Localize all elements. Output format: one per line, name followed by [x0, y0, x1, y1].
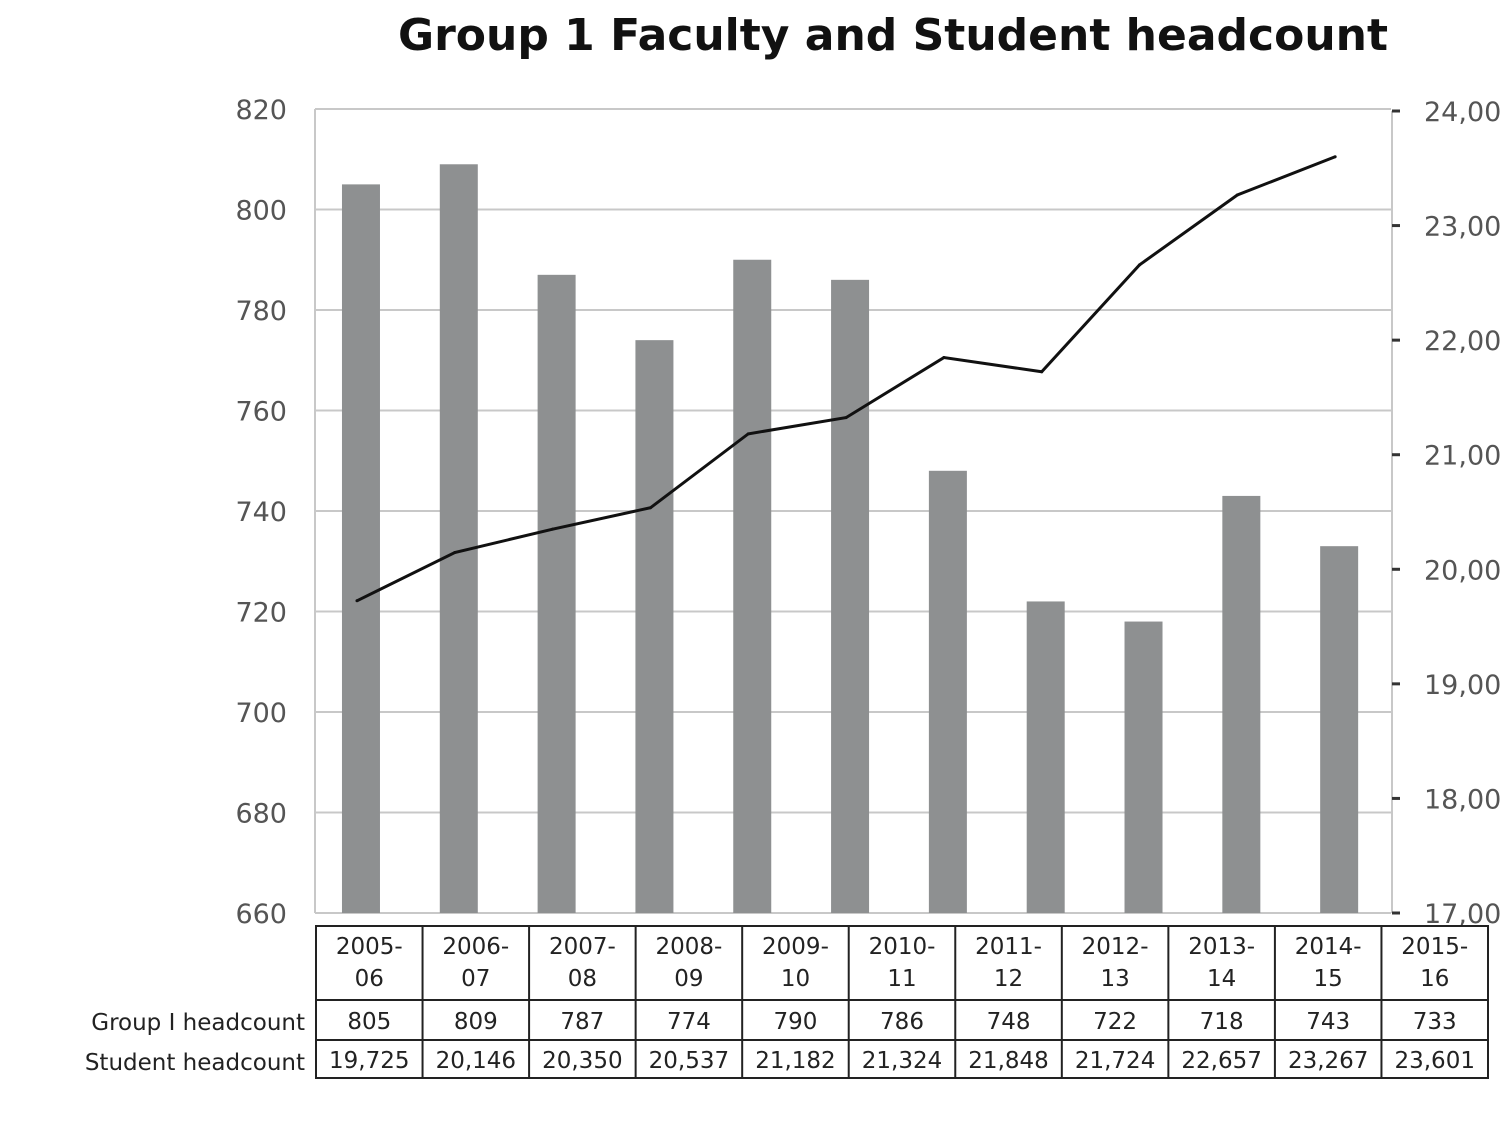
left-axis-tick-label: 720: [235, 598, 287, 629]
data-table-border: [315, 925, 1489, 1079]
table-cell-student-headcount: 20,350: [542, 1048, 622, 1074]
table-cell-student-headcount: 23,601: [1394, 1048, 1474, 1074]
table-cell-group-headcount: 722: [1093, 1009, 1137, 1035]
table-header-category: 12: [994, 966, 1023, 992]
table-header-category: 2015-: [1401, 934, 1468, 960]
line-point-2010-11: [844, 416, 848, 420]
table-header-category: 2010-: [869, 934, 936, 960]
table-header-category: 2006-: [442, 934, 509, 960]
table-header-category: 11: [887, 966, 916, 992]
table-cell-group-headcount: 718: [1200, 1009, 1244, 1035]
table-row-label-student-headcount: Student headcount: [85, 1050, 305, 1076]
table-cell-group-headcount: 809: [454, 1009, 498, 1035]
table-header-category: 2007-: [549, 934, 616, 960]
right-axis-tick-label: 17,000: [1424, 899, 1500, 930]
line-point-2009-10: [746, 432, 750, 436]
bar-2009-10: [733, 259, 772, 913]
table-header-category: 16: [1420, 966, 1449, 992]
right-axis-tick-label: 18,000: [1424, 784, 1500, 815]
table-cell-group-headcount: 748: [987, 1009, 1031, 1035]
left-axis-tick-label: 780: [235, 296, 287, 327]
line-point-2007-08: [551, 527, 555, 531]
left-axis-tick-label: 680: [235, 799, 287, 830]
line-point-2013-14: [1138, 263, 1142, 267]
bar-2013-14: [1124, 621, 1163, 913]
table-cell-group-headcount: 774: [667, 1009, 711, 1035]
line-point-2008-09: [648, 506, 652, 510]
bar-2015-16: [1320, 546, 1359, 913]
left-axis-tick-label: 740: [235, 497, 287, 528]
table-header-category: 08: [568, 966, 597, 992]
bar-2006-07: [439, 164, 478, 913]
line-point-2011-12: [942, 356, 946, 360]
table-cell-group-headcount: 733: [1413, 1009, 1457, 1035]
bar-2005-06: [341, 184, 380, 913]
right-axis-tick-label: 23,000: [1424, 212, 1500, 243]
right-axis-tick-label: 22,000: [1424, 326, 1500, 357]
table-header-category: 15: [1314, 966, 1343, 992]
table-header-category: 14: [1207, 966, 1236, 992]
right-axis-tick-label: 21,000: [1424, 441, 1500, 472]
right-axis-tick-label: 19,000: [1424, 670, 1500, 701]
right-axis-tick-label: 24,000: [1424, 97, 1500, 128]
table-row-label-group-headcount: Group I headcount: [91, 1010, 305, 1036]
table-header-category: 06: [355, 966, 384, 992]
table-header-category: 2014-: [1295, 934, 1362, 960]
table-header-category: 10: [781, 966, 810, 992]
table-cell-student-headcount: 20,146: [436, 1048, 516, 1074]
bar-2011-12: [928, 470, 967, 913]
table-cell-student-headcount: 20,537: [649, 1048, 729, 1074]
table-header-category: 09: [674, 966, 703, 992]
table-header-category: 2013-: [1188, 934, 1255, 960]
table-header-category: 13: [1100, 966, 1129, 992]
table-cell-group-headcount: 805: [347, 1009, 391, 1035]
table-cell-group-headcount: 787: [560, 1009, 604, 1035]
right-axis-tick-label: 20,000: [1424, 555, 1500, 586]
left-axis-tick-label: 800: [235, 196, 287, 227]
table-cell-student-headcount: 22,657: [1181, 1048, 1261, 1074]
line-point-2012-13: [1040, 370, 1044, 374]
table-cell-student-headcount: 23,267: [1288, 1048, 1368, 1074]
table-cell-group-headcount: 743: [1306, 1009, 1350, 1035]
left-axis-tick-label: 660: [235, 899, 287, 930]
bar-2014-15: [1222, 495, 1261, 913]
table-header-category: 2012-: [1082, 934, 1149, 960]
bar-2007-08: [537, 274, 576, 913]
bar-2012-13: [1026, 601, 1065, 913]
table-header-category: 07: [461, 966, 490, 992]
line-point-2006-07: [453, 551, 457, 555]
table-cell-student-headcount: 21,182: [755, 1048, 835, 1074]
table-header-category: 2009-: [762, 934, 829, 960]
table-cell-student-headcount: 21,848: [968, 1048, 1048, 1074]
table-cell-student-headcount: 21,724: [1075, 1048, 1155, 1074]
table-header-category: 2008-: [655, 934, 722, 960]
chart-title: Group 1 Faculty and Student headcount: [397, 10, 1389, 61]
line-point-2014-15: [1235, 193, 1239, 197]
table-cell-student-headcount: 19,725: [329, 1048, 409, 1074]
table-cell-student-headcount: 21,324: [862, 1048, 942, 1074]
bar-2008-09: [635, 340, 674, 913]
table-cell-group-headcount: 786: [880, 1009, 924, 1035]
bar-2010-11: [831, 279, 870, 914]
line-point-2005-06: [355, 599, 359, 603]
left-axis-tick-label: 760: [235, 397, 287, 428]
table-cell-group-headcount: 790: [774, 1009, 818, 1035]
table-header-category: 2011-: [975, 934, 1042, 960]
line-point-2015-16: [1333, 155, 1337, 159]
left-axis-tick-label: 820: [235, 95, 287, 126]
left-axis-tick-label: 700: [235, 698, 287, 729]
table-header-category: 2005-: [336, 934, 403, 960]
